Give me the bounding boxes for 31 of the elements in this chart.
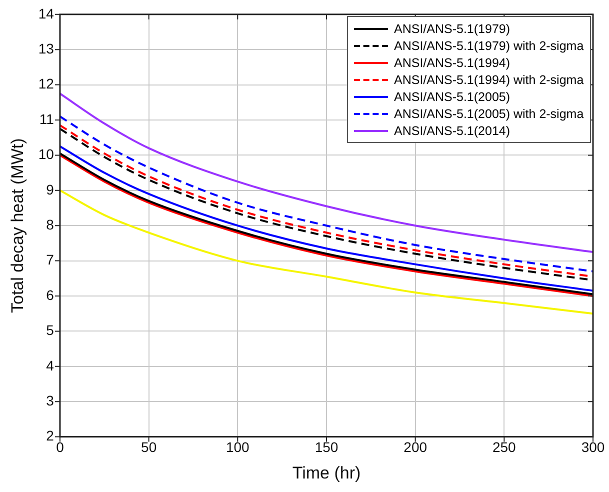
y-tick-label: 5 <box>46 322 54 338</box>
x-tick-label: 100 <box>226 439 250 456</box>
x-tick-label: 50 <box>141 439 157 456</box>
legend-label: ANSI/ANS-5.1(2014) <box>394 124 510 138</box>
y-tick-label: 14 <box>38 5 54 22</box>
legend-label: ANSI/ANS-5.1(1994) <box>394 56 510 70</box>
y-tick-label: 11 <box>39 110 54 127</box>
y-tick-label: 2 <box>46 428 54 444</box>
y-axis-title: Total decay heat (MWt) <box>8 138 27 313</box>
x-tick-label: 250 <box>492 439 516 456</box>
y-tick-label: 4 <box>46 357 54 374</box>
y-tick-label: 6 <box>46 286 54 303</box>
legend-label: ANSI/ANS-5.1(1979) with 2-sigma <box>394 38 584 53</box>
y-tick-label: 12 <box>38 76 54 92</box>
y-tick-label: 8 <box>46 216 54 232</box>
y-tick-label: 9 <box>46 181 54 198</box>
x-tick-label: 200 <box>404 439 428 456</box>
x-tick-label: 0 <box>56 439 64 456</box>
line-series <box>60 189 593 315</box>
x-tick-label: 150 <box>314 439 338 456</box>
y-tick-label: 7 <box>46 252 54 268</box>
legend-label: ANSI/ANS-5.1(1994) with 2-sigma <box>394 72 584 87</box>
legend-label: ANSI/ANS-5.1(2005) <box>394 90 510 104</box>
y-tick-label: 13 <box>38 40 54 56</box>
legend-label: ANSI/ANS-5.1(1979) <box>394 22 510 36</box>
x-axis-title: Time (hr) <box>292 463 361 482</box>
legend-label: ANSI/ANS-5.1(2005) with 2-sigma <box>394 106 584 121</box>
y-tick-label: 10 <box>38 146 54 162</box>
x-tick-label: 300 <box>581 439 605 456</box>
line-series <box>60 92 593 253</box>
y-tick-label: 3 <box>46 392 54 408</box>
